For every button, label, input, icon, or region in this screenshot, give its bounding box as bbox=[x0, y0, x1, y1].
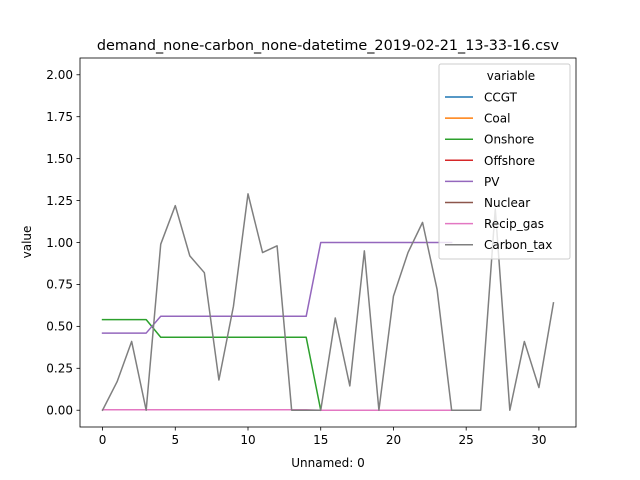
legend-label: Carbon_tax bbox=[484, 238, 552, 252]
y-tick-label: 1.00 bbox=[46, 236, 73, 250]
x-tick-label: 25 bbox=[459, 433, 474, 447]
series-line-onshore bbox=[101, 318, 322, 412]
x-tick-label: 30 bbox=[531, 433, 546, 447]
chart-title: demand_none-carbon_none-datetime_2019-02… bbox=[97, 38, 560, 54]
legend-label: Nuclear bbox=[484, 196, 530, 210]
y-tick-label: 1.75 bbox=[46, 110, 73, 124]
legend-label: Offshore bbox=[484, 154, 535, 168]
series-line-pv bbox=[101, 241, 453, 334]
legend-box bbox=[438, 63, 571, 260]
series-line-carbon-tax bbox=[101, 193, 555, 412]
x-tick-label: 0 bbox=[99, 433, 107, 447]
x-axis-label: Unnamed: 0 bbox=[291, 456, 365, 470]
y-tick-label: 1.50 bbox=[46, 152, 73, 166]
y-tick-label: 0.25 bbox=[46, 362, 73, 376]
series-lines bbox=[101, 193, 555, 412]
legend-label: Coal bbox=[484, 112, 510, 126]
x-tick-label: 15 bbox=[313, 433, 328, 447]
y-tick-label: 0.50 bbox=[46, 320, 73, 334]
y-tick-label: 2.00 bbox=[46, 68, 73, 82]
legend-label: Recip_gas bbox=[484, 217, 544, 231]
legend-title: variable bbox=[487, 69, 535, 83]
y-tick-label: 0.00 bbox=[46, 404, 73, 418]
y-tick-label: 1.25 bbox=[46, 194, 73, 208]
x-tick-label: 20 bbox=[386, 433, 401, 447]
legend-label: PV bbox=[484, 175, 500, 189]
legend: variable CCGT Coal Onshore Offshore PV Nuclear… bbox=[438, 63, 571, 260]
legend-label: CCGT bbox=[484, 91, 518, 105]
axes: 0 5 10 15 20 25 30 0.00 0.25 0.50 0.75 1.00 1.25 1.50… bbox=[46, 57, 577, 447]
x-tick-label: 5 bbox=[171, 433, 179, 447]
series-line-recip-gas bbox=[101, 408, 453, 411]
y-tick-label: 0.75 bbox=[46, 278, 73, 292]
y-axis-label: value bbox=[20, 226, 34, 259]
legend-label: Onshore bbox=[484, 133, 534, 147]
x-tick-label: 10 bbox=[240, 433, 255, 447]
